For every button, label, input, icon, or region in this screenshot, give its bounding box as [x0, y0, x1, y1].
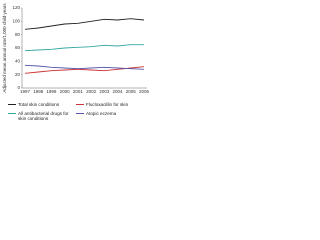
legend-label: Flucloxacillin for skin — [86, 102, 129, 107]
y-tick-label: 80 — [15, 32, 21, 37]
x-tick-label: 2003 — [99, 89, 110, 94]
legend-label: Total skin conditions — [18, 102, 60, 107]
y-tick-label: 60 — [15, 45, 21, 50]
page: {"chart_data": {"type": "line", "y_label… — [0, 0, 150, 126]
y-tick-label: 120 — [12, 5, 20, 10]
series-line — [24, 18, 145, 30]
legend-item: All antibacterial drugs for skin conditi… — [8, 111, 72, 121]
x-tick-label: 2006 — [139, 89, 150, 94]
legend-swatch — [76, 104, 84, 105]
y-tick-label: 20 — [15, 72, 21, 77]
legend-item: Flucloxacillin for skin — [76, 102, 148, 107]
legend-swatch — [8, 104, 16, 105]
x-tick-label: 1999 — [46, 89, 57, 94]
x-tick-label: 1997 — [20, 89, 31, 94]
legend-label: All antibacterial drugs for skin conditi… — [18, 111, 69, 121]
series-line — [24, 44, 144, 52]
x-tick-label: 2005 — [126, 89, 137, 94]
y-tick-label: 100 — [12, 19, 20, 24]
y-tick-label: 40 — [15, 59, 21, 64]
y-axis-label: Adjusted mean annual rate/1,000 child-ye… — [2, 3, 7, 93]
chart: Adjusted mean annual rate/1,000 child-ye… — [2, 3, 150, 95]
legend-swatch — [76, 113, 84, 114]
x-tick-label: 2002 — [86, 89, 97, 94]
series-line — [24, 66, 145, 74]
x-tick-label: 2001 — [73, 89, 84, 94]
x-tick-label: 2000 — [60, 89, 71, 94]
legend-label: Atopic eczema — [86, 111, 117, 116]
y-tick-label: 0 — [17, 85, 20, 90]
legend-item: Total skin conditions — [8, 102, 72, 107]
x-tick-label: 1998 — [33, 89, 44, 94]
legend-swatch — [8, 113, 16, 114]
series-line — [24, 64, 145, 70]
x-tick-label: 2004 — [113, 89, 124, 94]
legend-item: Atopic eczema — [76, 111, 148, 116]
